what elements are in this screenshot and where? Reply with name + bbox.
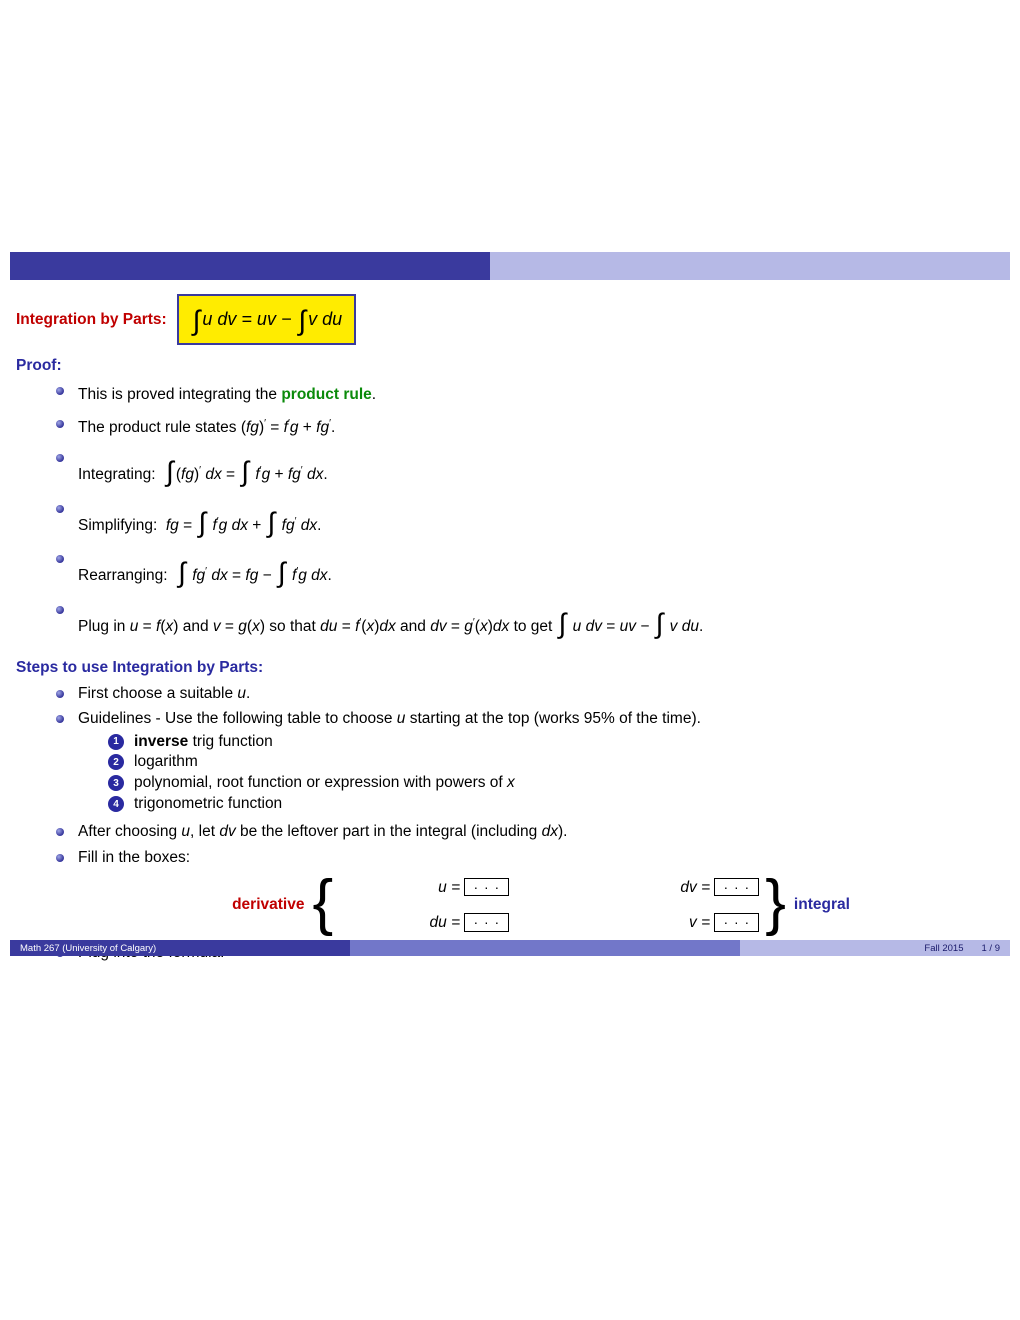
- box-grid: u = · · · dv = · · · du = · · · v = · · …: [339, 877, 759, 934]
- guideline-item: polynomial, root function or expression …: [108, 773, 1004, 794]
- proof-item: The product rule states (fg)′ = f′g + fg…: [56, 411, 1004, 445]
- proof-item: Plug in u = f(x) and v = g(x) so that du…: [56, 597, 1004, 648]
- text: This is proved integrating the: [78, 386, 281, 403]
- box-u: u = · · ·: [339, 877, 509, 898]
- proof-item: Simplifying: fg = ∫ f′g dx + ∫ fg′ dx.: [56, 496, 1004, 547]
- text: .: [372, 386, 376, 403]
- text-green: product rule: [281, 386, 371, 403]
- step-item: First choose a suitable u.: [56, 681, 1004, 706]
- footer-term: Fall 2015: [924, 943, 963, 954]
- title-bar: [10, 252, 1010, 280]
- proof-heading: Proof:: [16, 355, 1004, 376]
- left-brace-icon: {: [312, 872, 333, 934]
- placeholder-box: · · ·: [714, 878, 759, 897]
- integral-icon: ∫: [193, 302, 201, 341]
- footer-mid: [350, 940, 740, 956]
- guideline-list: inverse trig function logarithm polynomi…: [108, 732, 1004, 816]
- formula-part-1: u dv = uv −: [202, 307, 296, 332]
- slide-content: Integration by Parts: ∫ u dv = uv − ∫ v …: [10, 280, 1010, 965]
- proof-item: Rearranging: ∫ fg′ dx = fg − ∫ f′g dx.: [56, 546, 1004, 597]
- boxes-row: derivative { u = · · · dv = · · · du = ·…: [78, 874, 1004, 936]
- box-v: v = · · ·: [589, 912, 759, 933]
- step-item: Fill in the boxes: derivative { u = · · …: [56, 845, 1004, 940]
- text: Fill in the boxes:: [78, 849, 190, 866]
- footer-bar: Math 267 (University of Calgary) Fall 20…: [10, 940, 1010, 956]
- headline-row: Integration by Parts: ∫ u dv = uv − ∫ v …: [16, 294, 1004, 345]
- proof-item: This is proved integrating the product r…: [56, 378, 1004, 411]
- steps-list: First choose a suitable u. Guidelines - …: [56, 681, 1004, 966]
- integral-label: integral: [794, 894, 850, 915]
- text: trig function: [188, 733, 272, 750]
- box-du: du = · · ·: [339, 912, 509, 933]
- placeholder-box: · · ·: [464, 878, 509, 897]
- headline-label: Integration by Parts:: [16, 309, 167, 330]
- page: Integration by Parts: ∫ u dv = uv − ∫ v …: [0, 0, 1020, 1320]
- formula-part-2: v du: [308, 307, 342, 332]
- footer-left: Math 267 (University of Calgary): [10, 940, 350, 956]
- integral-icon: ∫: [298, 302, 306, 341]
- proof-list: This is proved integrating the product r…: [56, 378, 1004, 647]
- derivative-label: derivative: [232, 894, 304, 915]
- proof-item: Integrating: ∫(fg)′ dx = ∫ f′g + fg′ dx.: [56, 445, 1004, 496]
- footer-page: 1 / 9: [982, 943, 1001, 954]
- placeholder-box: · · ·: [464, 913, 509, 932]
- guideline-item: trigonometric function: [108, 794, 1004, 815]
- title-bar-left: [10, 252, 490, 280]
- slide: Integration by Parts: ∫ u dv = uv − ∫ v …: [10, 252, 1010, 956]
- step-item: Guidelines - Use the following table to …: [56, 706, 1004, 819]
- box-dv: dv = · · ·: [589, 877, 759, 898]
- step-item: After choosing u, let dv be the leftover…: [56, 819, 1004, 844]
- placeholder-box: · · ·: [714, 913, 759, 932]
- right-brace-icon: }: [765, 872, 786, 934]
- steps-heading: Steps to use Integration by Parts:: [16, 657, 1004, 678]
- guideline-item: logarithm: [108, 752, 1004, 773]
- guideline-item: inverse trig function: [108, 732, 1004, 753]
- formula-box: ∫ u dv = uv − ∫ v du: [177, 294, 356, 345]
- title-bar-right: [490, 252, 1010, 280]
- text-bold: inverse: [134, 733, 188, 750]
- footer-right: Fall 2015 1 / 9: [740, 940, 1010, 956]
